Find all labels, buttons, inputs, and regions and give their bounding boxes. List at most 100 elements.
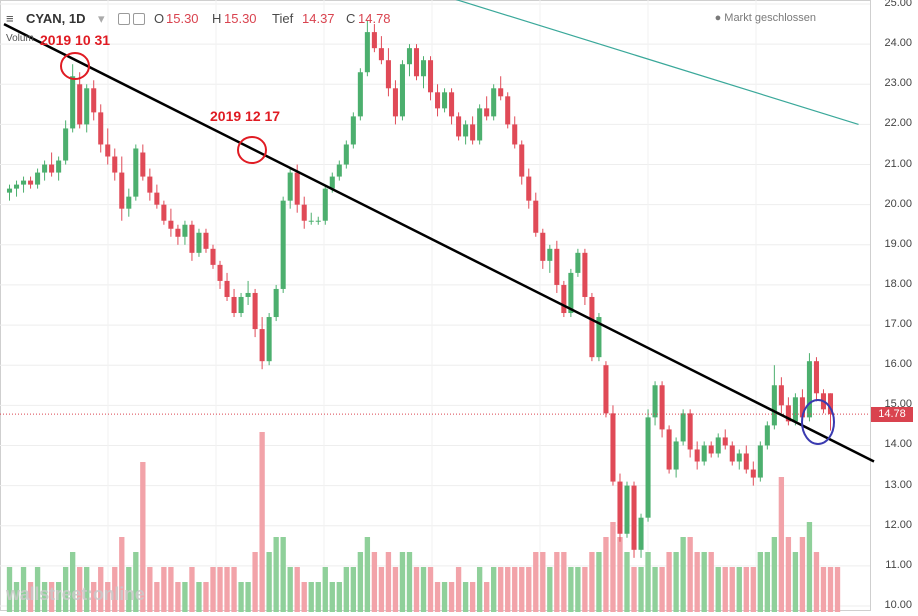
y-tick-label: 11.00 [885, 558, 912, 571]
candle-body [77, 84, 83, 125]
volume-bar [385, 552, 392, 612]
candle-body [722, 437, 728, 446]
candle-body [210, 248, 216, 265]
volume-bar [785, 537, 792, 612]
marker-circle-3 [801, 399, 835, 445]
candle-body [385, 60, 391, 89]
menu-icon[interactable]: ≡ [6, 11, 14, 26]
volume-bar [708, 552, 714, 612]
volume-bar [217, 567, 223, 612]
volume-bar [448, 582, 455, 612]
candle-body [673, 441, 679, 470]
candle-body [91, 88, 97, 113]
toolbar-icons [118, 12, 148, 30]
low-value: 14.37 [302, 11, 335, 26]
volume-bar [491, 567, 497, 612]
candle-body [526, 176, 532, 201]
candle-body [42, 164, 48, 173]
volume-bar [252, 552, 258, 612]
candle-body [533, 200, 539, 233]
volume-bar [399, 552, 406, 612]
candle-body [554, 248, 560, 285]
symbol-label[interactable]: CYAN, 1D [26, 11, 86, 26]
volume-bar [112, 567, 118, 612]
volume-bar [126, 567, 132, 612]
volume-bar [301, 582, 307, 612]
candle-body [217, 264, 223, 281]
volume-bar [406, 552, 413, 612]
candle-body [35, 172, 41, 185]
volume-bar [526, 567, 532, 612]
volume-bar [133, 552, 139, 612]
annotation-date-2: 2019 12 17 [210, 108, 281, 124]
eye-icon[interactable] [118, 13, 130, 25]
volume-bar [322, 567, 328, 612]
volume-bar [161, 567, 167, 612]
volume-bar [498, 567, 504, 612]
volume-bar [806, 522, 813, 612]
candle-body [435, 92, 441, 109]
candle-body [582, 252, 588, 297]
volume-bar [413, 567, 420, 612]
watermark-logo: wallstreet:online [6, 584, 145, 604]
candle-body [119, 172, 125, 209]
volume-bar [462, 582, 469, 612]
candle-body [680, 413, 686, 442]
volume-bar [140, 462, 146, 612]
volume-bar [694, 552, 700, 612]
settings-icon[interactable] [133, 13, 145, 25]
candle-body [21, 180, 27, 185]
open-value: 15.30 [166, 11, 199, 26]
candle-body [196, 232, 202, 253]
candle-body [603, 365, 609, 414]
y-tick-label: 16.00 [884, 358, 912, 371]
volume-bar [357, 552, 364, 612]
y-tick-label: 13.00 [884, 478, 912, 491]
chevron-down-icon[interactable]: ▾ [98, 11, 105, 26]
candle-body [561, 284, 567, 314]
candle-body [764, 425, 770, 446]
volume-bar [547, 567, 553, 612]
volume-bar [27, 582, 34, 612]
candle-body [84, 88, 90, 125]
volume-bar [750, 567, 756, 612]
volume-bar [820, 567, 827, 612]
volume-bar [392, 567, 399, 612]
candle-body [70, 76, 76, 129]
candle-body [154, 192, 160, 205]
candle-body [378, 48, 384, 61]
candle-body [357, 72, 363, 117]
candle-body [399, 64, 405, 117]
volume-bar [652, 567, 658, 612]
volume-bar [245, 582, 251, 612]
candle-body [631, 485, 637, 550]
candle-body [308, 220, 314, 222]
candle-body [364, 32, 370, 73]
candle-body [463, 124, 469, 137]
volume-bar [827, 567, 834, 612]
candle-body [280, 200, 286, 289]
candle-body [322, 188, 328, 221]
candle-body [799, 397, 805, 418]
candle-body [413, 48, 420, 77]
candle-body [105, 144, 111, 157]
volume-bar [610, 522, 616, 612]
volume-bar [673, 552, 679, 612]
volume-bar [266, 552, 272, 612]
y-tick-label: 17.00 [884, 318, 912, 331]
volume-bar [701, 552, 707, 612]
candle-body [827, 393, 834, 415]
volume-bar [764, 552, 771, 612]
y-tick-label: 19.00 [884, 237, 912, 250]
candle-body [98, 112, 104, 145]
volume-bar [540, 552, 546, 612]
candle-body [757, 445, 763, 478]
candle-body [133, 148, 139, 197]
volume-bar [62, 567, 69, 612]
volume-bar [666, 552, 672, 612]
volume-bar [69, 552, 76, 612]
volume-bar [84, 567, 90, 612]
candle-body [596, 317, 602, 358]
candle-body [259, 329, 265, 362]
